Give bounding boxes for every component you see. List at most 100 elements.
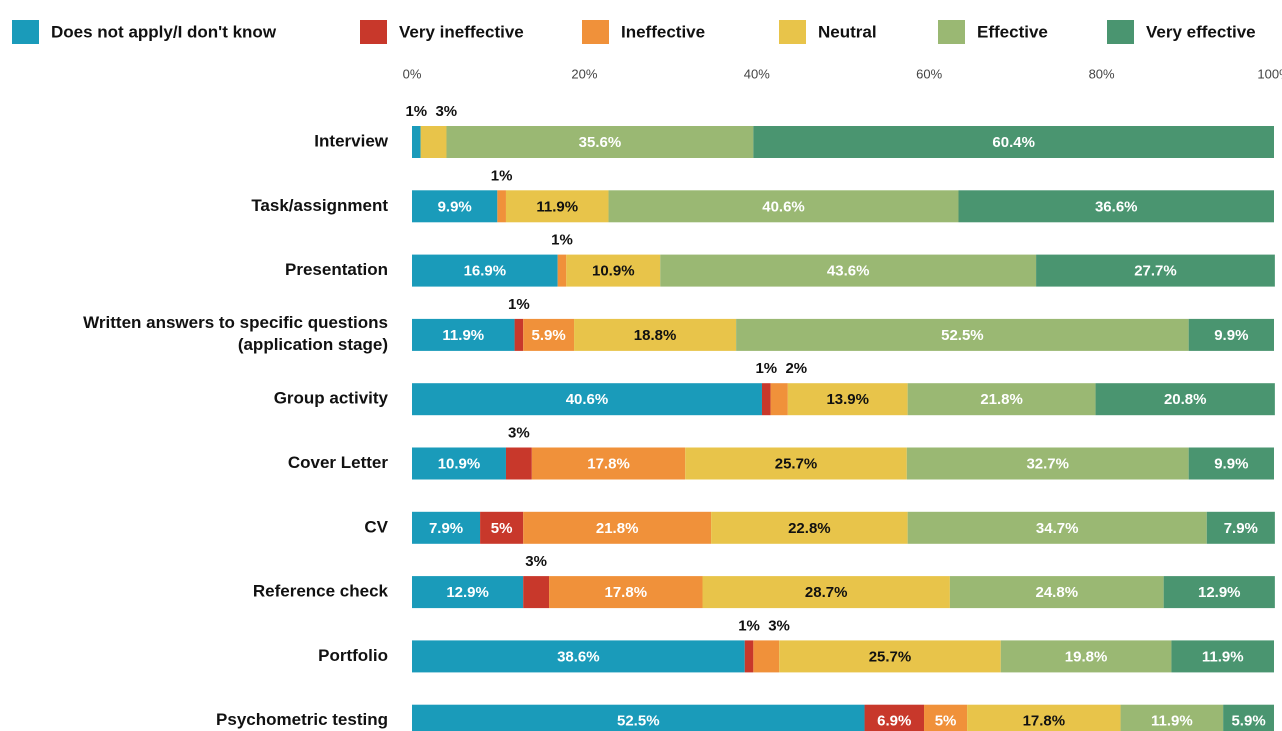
- data-label: 52.5%: [617, 713, 660, 730]
- bar-segment: [1163, 576, 1275, 609]
- data-label: 3%: [768, 617, 790, 634]
- bar-segment: [787, 383, 908, 416]
- bar-segment: [608, 190, 959, 223]
- data-label: 18.8%: [634, 327, 677, 344]
- x-tick-label: 100%: [1257, 66, 1282, 81]
- data-label: 20.8%: [1164, 391, 1207, 408]
- bar-segment: [907, 511, 1207, 544]
- bar-segment: [505, 447, 532, 480]
- data-label: 25.7%: [869, 648, 912, 665]
- bar-segment: [761, 383, 771, 416]
- bar-segment: [412, 640, 745, 673]
- legend-swatch: [12, 20, 39, 44]
- legend-label: Effective: [977, 22, 1048, 41]
- bar-segment: [549, 576, 703, 609]
- data-label: 17.8%: [605, 584, 648, 601]
- category-label: Reference check: [253, 582, 389, 601]
- bar-segment: [497, 190, 506, 223]
- bar-segment: [744, 640, 754, 673]
- category-label: Psychometric testing: [216, 710, 388, 729]
- bar-segment: [412, 576, 524, 609]
- data-label: 5.9%: [532, 327, 566, 344]
- data-label: 11.9%: [1202, 648, 1244, 665]
- bar-segment: [736, 318, 1189, 351]
- bar-segment: [1000, 640, 1172, 673]
- bar-segment: [660, 254, 1037, 287]
- bar-segment: [779, 640, 1001, 673]
- data-label: 1%: [755, 360, 777, 377]
- bar-segment: [1188, 318, 1274, 351]
- bar-segment: [446, 126, 754, 158]
- data-label: 52.5%: [941, 327, 984, 344]
- data-label: 11.9%: [442, 327, 484, 344]
- bar-segment: [412, 126, 421, 158]
- bar-segment: [907, 383, 1096, 416]
- x-tick-label: 0%: [403, 66, 422, 81]
- data-label: 3%: [525, 553, 547, 570]
- bar-segment: [949, 576, 1164, 609]
- category-label: Task/assignment: [251, 196, 388, 215]
- bar-segment: [864, 704, 925, 731]
- bar-segment: [514, 318, 524, 351]
- data-label: 22.8%: [788, 520, 831, 537]
- data-label: 25.7%: [775, 455, 818, 472]
- bar-segment: [1223, 704, 1274, 731]
- data-label: 12.9%: [1198, 584, 1241, 601]
- bar-segment: [412, 318, 515, 351]
- category-label: Presentation: [285, 260, 388, 279]
- category-label: Portfolio: [318, 646, 388, 665]
- data-label: 43.6%: [827, 263, 870, 280]
- data-label: 5%: [491, 520, 513, 537]
- bar-segment: [1036, 254, 1275, 287]
- bar-segment: [523, 511, 712, 544]
- data-label: 10.9%: [438, 455, 481, 472]
- legend-label: Does not apply/I don't know: [51, 22, 277, 41]
- data-label: 24.8%: [1036, 584, 1079, 601]
- bar-segment: [924, 704, 968, 731]
- bar-segment: [574, 318, 737, 351]
- bar-segment: [412, 704, 865, 731]
- data-label: 1%: [551, 232, 573, 249]
- data-label: 3%: [435, 103, 457, 120]
- bar-segment: [412, 511, 481, 544]
- data-label: 5%: [935, 713, 957, 730]
- data-label: 2%: [785, 360, 807, 377]
- data-label: 60.4%: [992, 134, 1035, 151]
- bar-segment: [1120, 704, 1224, 731]
- bar-segment: [685, 447, 907, 480]
- data-label: 6.9%: [877, 713, 911, 730]
- data-label: 35.6%: [579, 134, 622, 151]
- data-label: 1%: [491, 167, 513, 184]
- data-label: 16.9%: [464, 263, 507, 280]
- data-label: 40.6%: [762, 198, 805, 215]
- data-label: 27.7%: [1134, 263, 1177, 280]
- data-label: 32.7%: [1026, 455, 1069, 472]
- category-label: Group activity: [274, 389, 389, 408]
- bar-segment: [702, 576, 950, 609]
- data-label: 34.7%: [1036, 520, 1079, 537]
- data-label: 3%: [508, 424, 530, 441]
- data-label: 13.9%: [826, 391, 869, 408]
- data-label: 9.9%: [1214, 455, 1248, 472]
- data-label: 7.9%: [1224, 520, 1258, 537]
- bar-segment: [711, 511, 908, 544]
- data-label: 5.9%: [1231, 713, 1265, 730]
- bar-segment: [958, 190, 1274, 223]
- bar-segment: [412, 254, 558, 287]
- data-label: 12.9%: [446, 584, 489, 601]
- data-label: 21.8%: [980, 391, 1023, 408]
- bar-segment: [420, 126, 447, 158]
- x-tick-label: 80%: [1089, 66, 1115, 81]
- data-label: 17.8%: [587, 455, 630, 472]
- data-label: 1%: [405, 103, 427, 120]
- bar-segment: [531, 447, 686, 480]
- bar-segment: [1171, 640, 1274, 673]
- data-label: 1%: [508, 296, 530, 313]
- bar-segment: [412, 383, 762, 416]
- legend-swatch: [582, 20, 609, 44]
- data-label: 11.9%: [536, 198, 578, 215]
- data-label: 19.8%: [1065, 648, 1108, 665]
- bar-segment: [566, 254, 661, 287]
- data-label: 17.8%: [1023, 713, 1066, 730]
